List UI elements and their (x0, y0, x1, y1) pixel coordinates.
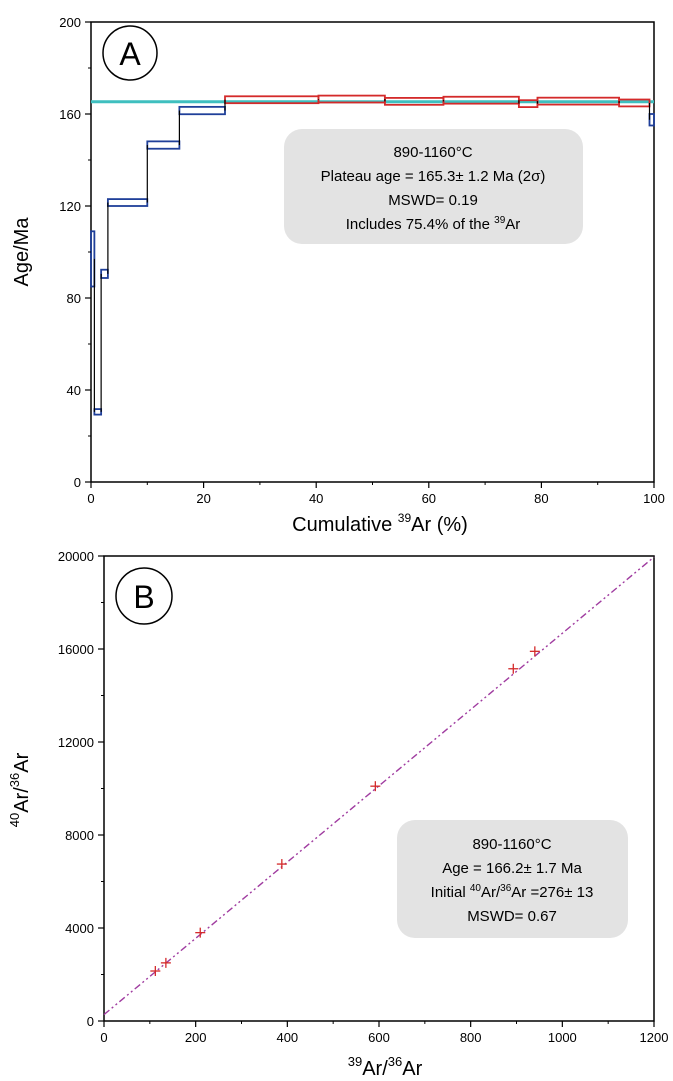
age-step-2 (93, 408, 103, 416)
panel-b-y-label-sup1: 40 (7, 813, 22, 827)
x-tick-label: 100 (643, 491, 665, 506)
panel-a: 0 20 40 60 80 100 0 40 80 120 160 200 A 890-1160°C… (11, 15, 665, 536)
y-tick-label: 40 (67, 383, 81, 398)
y-tick-label: 4000 (65, 921, 94, 936)
x-tick-label: 200 (185, 1030, 207, 1045)
isochron-point-3 (195, 927, 206, 938)
panel-a-y-label: Age/Ma (11, 217, 33, 287)
panel-a-x-label: Cumulative 39Ar (%) (292, 511, 468, 536)
panel-a-letter-circle (102, 25, 158, 81)
isochron-initial-mid: Ar/ (481, 884, 501, 901)
y-tick-label: 80 (67, 291, 81, 306)
plateau-mswd: MSWD= 0.19 (388, 192, 478, 209)
panel-b-frame (103, 555, 655, 1022)
panel-a-x-label-main: Cumulative (292, 514, 398, 536)
isochron-line-group (103, 556, 655, 1016)
isochron-initial-sup2: 36 (500, 883, 512, 894)
plateau-age-text: Plateau age = 165.3± 1.2 Ma (2σ) (321, 168, 546, 185)
plateau-includes-post: Ar (505, 216, 520, 233)
panel-b-y-label-mid: Ar/ (11, 787, 33, 813)
isochron-point-5 (370, 781, 381, 792)
y-tick-label: 12000 (58, 735, 94, 750)
isochron-point-6 (508, 663, 519, 674)
panel-b-x-label-mid: Ar/ (362, 1058, 388, 1080)
y-tick-label: 16000 (58, 642, 94, 657)
y-tick-label: 0 (74, 475, 81, 490)
y-tick-label: 200 (59, 15, 81, 30)
panel-a-frame (90, 21, 655, 483)
x-tick-label: 40 (309, 491, 323, 506)
plateau-includes-pre: Includes 75.4% of the (346, 216, 494, 233)
isochron-initial-post: Ar =276± 13 (511, 884, 593, 901)
panel-a-letter: A (119, 36, 141, 72)
x-tick-label: 600 (368, 1030, 390, 1045)
x-tick-label: 0 (87, 491, 94, 506)
y-axis-ticks: 0 4000 8000 12000 16000 20000 (58, 549, 104, 1029)
panel-b-x-label: 39Ar/36Ar (348, 1054, 423, 1080)
age-step-14 (648, 113, 655, 127)
age-step-3 (100, 268, 109, 279)
x-tick-label: 80 (534, 491, 548, 506)
y-tick-label: 8000 (65, 828, 94, 843)
panel-b-letter: B (133, 579, 154, 615)
isochron-annotation-box (397, 820, 628, 938)
x-tick-label: 60 (422, 491, 436, 506)
x-axis-ticks: 0 20 40 60 80 100 (87, 482, 665, 506)
plateau-annotation-box (284, 129, 583, 244)
plateau-temp-range: 890-1160°C (393, 144, 472, 161)
panel-b-x-label-sup1: 39 (348, 1054, 362, 1069)
isochron-line (103, 556, 655, 1016)
x-tick-label: 20 (196, 491, 210, 506)
plateau-includes: Includes 75.4% of the 39Ar (346, 215, 521, 233)
age-spectrum-steps (90, 94, 655, 416)
x-tick-label: 0 (100, 1030, 107, 1045)
age-step-4 (106, 198, 149, 207)
panel-a-x-label-sup: 39 (398, 511, 412, 525)
panel-b-x-label-rest: Ar (402, 1058, 422, 1080)
isochron-initial-pre: Initial (431, 884, 470, 901)
isochron-mswd: MSWD= 0.67 (467, 908, 557, 925)
x-tick-label: 800 (460, 1030, 482, 1045)
y-axis-ticks: 0 40 80 120 160 200 (59, 15, 91, 490)
panel-a-x-label-rest: Ar (%) (411, 514, 468, 536)
isochron-points (150, 646, 540, 977)
age-step-5 (146, 140, 181, 150)
y-tick-label: 120 (59, 199, 81, 214)
y-tick-label: 0 (87, 1014, 94, 1029)
isochron-initial-ratio: Initial 40Ar/36Ar =276± 13 (431, 883, 594, 901)
panel-b: 0 200 400 600 800 1000 1200 0 4000 8000 12000 1600… (7, 549, 668, 1080)
isochron-initial-sup1: 40 (470, 883, 482, 894)
age-step-6 (178, 105, 226, 116)
isochron-age-text: Age = 166.2± 1.7 Ma (442, 860, 582, 877)
isochron-point-7 (529, 646, 540, 657)
isochron-point-2 (160, 957, 171, 968)
panel-b-y-label: 40Ar/36Ar (7, 752, 33, 827)
isochron-point-1 (150, 966, 161, 977)
y-tick-label: 160 (59, 107, 81, 122)
x-tick-label: 1000 (548, 1030, 577, 1045)
panel-b-x-label-sup2: 36 (388, 1054, 402, 1069)
y-tick-label: 20000 (58, 549, 94, 564)
panel-b-y-label-rest: Ar (11, 752, 33, 772)
isochron-point-4 (276, 859, 287, 870)
panel-b-y-label-sup2: 36 (7, 773, 22, 787)
x-axis-ticks: 0 200 400 600 800 1000 1200 (100, 1021, 668, 1045)
panel-b-letter-circle (115, 567, 173, 625)
x-tick-label: 1200 (640, 1030, 669, 1045)
isochron-temp-range: 890-1160°C (472, 836, 551, 853)
x-tick-label: 400 (276, 1030, 298, 1045)
plateau-includes-sup: 39 (494, 215, 506, 226)
